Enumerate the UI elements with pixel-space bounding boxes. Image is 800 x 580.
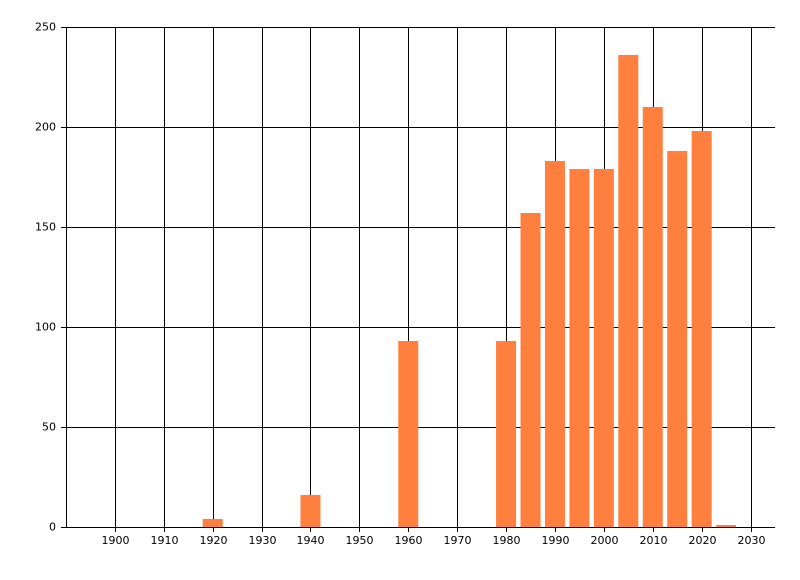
bar [544,161,565,527]
bar [569,169,590,527]
bar [642,107,663,527]
x-tick-label: 1980 [493,534,521,547]
x-tick-label: 1940 [297,534,325,547]
x-tick-label: 1970 [444,534,472,547]
y-tick-label: 50 [42,421,56,434]
y-tick-label: 250 [35,21,56,34]
bar [667,151,688,527]
x-tick-label: 2000 [591,534,619,547]
x-tick-label: 2010 [640,534,668,547]
bar [202,519,223,527]
y-tick-label: 200 [35,121,56,134]
bar [300,495,321,527]
bar [716,525,737,527]
y-tick-label: 0 [49,521,56,534]
x-tick-label: 2020 [689,534,717,547]
x-tick-label: 2030 [738,534,766,547]
bar [691,131,712,527]
bar [593,169,614,527]
y-tick-label: 150 [35,221,56,234]
x-tick-label: 1960 [395,534,423,547]
bar [618,55,639,527]
bar [520,213,541,527]
y-tick-label: 100 [35,321,56,334]
x-tick-label: 1910 [151,534,179,547]
x-tick-label: 1900 [102,534,130,547]
bar [398,341,419,527]
x-tick-label: 1990 [542,534,570,547]
bar [496,341,517,527]
x-tick-label: 1920 [200,534,228,547]
x-tick-label: 1950 [346,534,374,547]
x-tick-label: 1930 [249,534,277,547]
